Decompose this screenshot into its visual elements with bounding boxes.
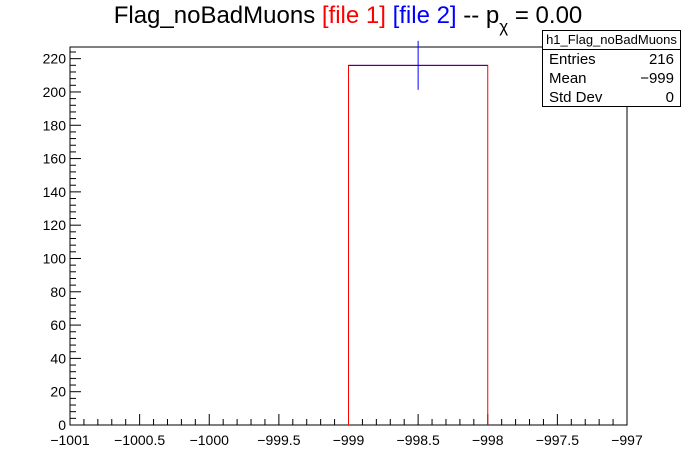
x-tick-label: −999 [333, 432, 365, 448]
title-file1: [file 1] [321, 2, 386, 29]
chart-title: Flag_noBadMuons [file 1] [file 2] -- pχ … [0, 2, 696, 35]
x-tick-label: −997 [611, 432, 643, 448]
stats-label: Entries [549, 51, 596, 68]
x-tick-label: −1000.5 [114, 432, 165, 448]
y-tick-label: 0 [58, 417, 66, 433]
x-tick-label: −999.5 [257, 432, 300, 448]
title-subscript: χ [499, 17, 509, 36]
stats-row-mean: Mean −999 [543, 69, 680, 88]
file1-bar [348, 64, 489, 425]
y-tick-label: 140 [43, 184, 67, 200]
stats-label: Std Dev [549, 89, 603, 106]
y-tick-label: 160 [43, 151, 67, 167]
y-axis-tick-labels: 0 20 40 60 80 100 120 140 160 180 200 220 [43, 51, 67, 433]
y-tick-label: 200 [43, 84, 67, 100]
y-tick-label: 80 [50, 284, 66, 300]
x-axis-tick-labels: −1001 −1000.5 −1000 −999.5 −999 −998.5 −998 −99… [50, 432, 643, 448]
stats-value: 0 [665, 89, 674, 106]
y-tick-label: 20 [50, 384, 66, 400]
y-tick-label: 100 [43, 250, 67, 266]
x-tick-label: −998 [472, 432, 504, 448]
title-value: = 0.00 [514, 2, 583, 29]
title-name: Flag_noBadMuons [113, 2, 316, 29]
stats-header: h1_Flag_noBadMuons [543, 31, 680, 50]
stats-row-stddev: Std Dev 0 [543, 88, 680, 107]
y-tick-label: 120 [43, 217, 67, 233]
x-tick-label: −1000 [190, 432, 230, 448]
stats-row-entries: Entries 216 [543, 50, 680, 69]
y-tick-label: 180 [43, 117, 67, 133]
title-file2: [file 2] [392, 2, 457, 29]
x-tick-label: −1001 [50, 432, 90, 448]
x-tick-label: −997.5 [536, 432, 579, 448]
y-tick-label: 40 [50, 350, 66, 366]
title-separator: -- p [463, 2, 500, 29]
stats-value: −999 [640, 70, 674, 87]
y-tick-label: 60 [50, 317, 66, 333]
stats-value: 216 [648, 51, 674, 68]
stats-label: Mean [549, 70, 587, 87]
stats-box: h1_Flag_noBadMuons Entries 216 Mean −999… [542, 30, 681, 107]
y-axis-ticks [70, 51, 81, 426]
x-tick-label: −998.5 [397, 432, 440, 448]
y-tick-label: 220 [43, 51, 67, 67]
histogram-bars [348, 40, 489, 425]
